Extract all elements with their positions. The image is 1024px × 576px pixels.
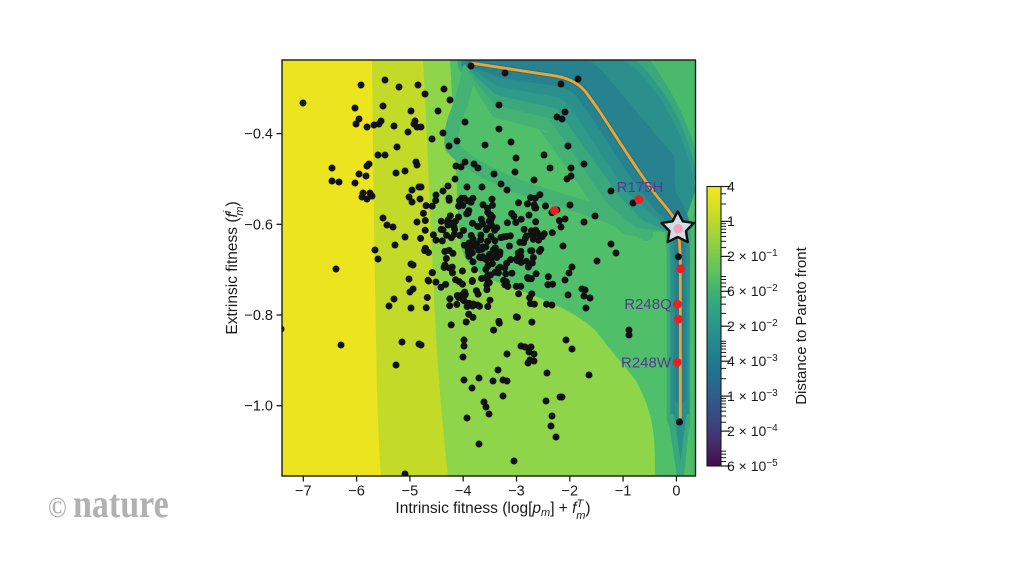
svg-text:4: 4 xyxy=(727,178,735,194)
svg-text:R175H: R175H xyxy=(617,179,664,196)
svg-text:1: 1 xyxy=(727,213,735,229)
svg-text:−3: −3 xyxy=(508,484,525,500)
svg-text:6 × 10−5: 6 × 10−5 xyxy=(727,458,778,474)
svg-text:6 × 10−2: 6 × 10−2 xyxy=(727,283,778,299)
svg-text:−6: −6 xyxy=(348,484,365,500)
svg-text:−0.6: −0.6 xyxy=(244,217,273,233)
svg-text:2 × 10−1: 2 × 10−1 xyxy=(727,248,778,264)
svg-text:R248Q: R248Q xyxy=(624,296,672,313)
svg-text:−4: −4 xyxy=(455,484,472,500)
svg-text:2 × 10−2: 2 × 10−2 xyxy=(727,318,778,334)
svg-text:0: 0 xyxy=(672,484,680,500)
svg-text:Distance to Pareto front: Distance to Pareto front xyxy=(793,246,810,404)
svg-text:−1: −1 xyxy=(615,484,632,500)
svg-text:−1.0: −1.0 xyxy=(244,399,273,415)
svg-text:2 × 10−4: 2 × 10−4 xyxy=(727,423,778,439)
svg-text:−2: −2 xyxy=(562,484,579,500)
svg-text:©: © xyxy=(48,491,67,523)
svg-text:1 × 10−3: 1 × 10−3 xyxy=(727,388,778,404)
svg-text:R248W: R248W xyxy=(621,355,672,372)
svg-text:−0.8: −0.8 xyxy=(244,308,273,324)
svg-text:nature: nature xyxy=(73,482,169,526)
svg-text:−0.4: −0.4 xyxy=(244,127,273,143)
svg-text:4 × 10−3: 4 × 10−3 xyxy=(727,353,778,369)
svg-text:−7: −7 xyxy=(295,484,312,500)
svg-text:−5: −5 xyxy=(402,484,419,500)
